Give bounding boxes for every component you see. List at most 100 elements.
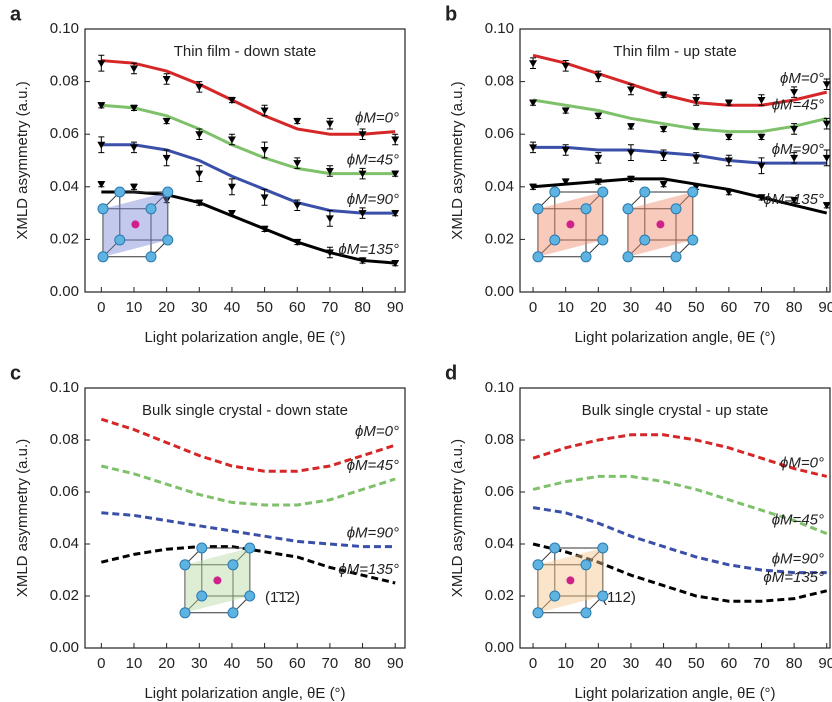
panel-label: a bbox=[10, 3, 22, 25]
x-tick-label: 30 bbox=[191, 655, 208, 672]
data-point bbox=[358, 257, 367, 265]
x-tick-label: 50 bbox=[688, 299, 705, 316]
plane-annotation: (1̄1̄2) bbox=[265, 589, 300, 606]
data-point bbox=[195, 131, 204, 139]
data-point bbox=[97, 60, 106, 68]
data-point bbox=[227, 136, 236, 144]
data-point bbox=[195, 83, 204, 91]
y-tick-label: 0.04 bbox=[50, 535, 79, 552]
data-point bbox=[358, 170, 367, 178]
series-label: ϕM=0° bbox=[780, 454, 824, 471]
data-point bbox=[391, 170, 400, 178]
atom bbox=[532, 251, 544, 263]
atom bbox=[670, 203, 682, 215]
data-point bbox=[391, 260, 400, 268]
x-axis-label: Light polarization angle, θE (°) bbox=[144, 329, 345, 346]
data-point bbox=[561, 178, 570, 186]
atom bbox=[622, 203, 634, 215]
panel-title: Bulk single crystal - down state bbox=[142, 402, 348, 419]
atom-center bbox=[213, 576, 222, 585]
atom bbox=[670, 251, 682, 263]
atom bbox=[179, 607, 191, 619]
x-tick-label: 20 bbox=[590, 299, 607, 316]
x-tick-label: 10 bbox=[557, 655, 574, 672]
x-tick-label: 0 bbox=[529, 299, 537, 316]
x-tick-label: 20 bbox=[158, 655, 175, 672]
series-line bbox=[532, 98, 828, 134]
x-tick-label: 0 bbox=[97, 299, 105, 316]
data-point bbox=[129, 104, 138, 112]
y-tick-label: 0.04 bbox=[50, 178, 79, 195]
data-point bbox=[162, 196, 171, 204]
series-label: ϕM=45° bbox=[347, 152, 399, 169]
x-tick-label: 40 bbox=[655, 655, 672, 672]
y-tick-label: 0.10 bbox=[50, 20, 79, 37]
atom bbox=[597, 590, 609, 602]
data-point bbox=[594, 178, 603, 186]
data-point bbox=[724, 99, 733, 107]
panel-title: Bulk single crystal - up state bbox=[582, 402, 769, 419]
data-point bbox=[325, 120, 334, 128]
data-point bbox=[724, 133, 733, 141]
series-line bbox=[532, 433, 828, 478]
x-tick-label: 40 bbox=[655, 299, 672, 316]
data-point bbox=[325, 249, 334, 257]
y-tick-label: 0.08 bbox=[50, 73, 79, 90]
data-point bbox=[227, 97, 236, 105]
data-point bbox=[626, 123, 635, 131]
series-line bbox=[533, 145, 827, 165]
y-tick-label: 0.06 bbox=[50, 125, 79, 142]
atom bbox=[196, 590, 208, 602]
x-tick-label: 60 bbox=[289, 299, 306, 316]
data-point bbox=[724, 157, 733, 165]
x-tick-label: 20 bbox=[590, 655, 607, 672]
series-label: ϕM=90° bbox=[347, 191, 399, 208]
atom bbox=[162, 234, 174, 246]
atom bbox=[549, 186, 561, 198]
data-point bbox=[757, 194, 766, 202]
data-point bbox=[822, 202, 831, 210]
x-axis-label: Light polarization angle, θE (°) bbox=[574, 685, 775, 702]
data-point bbox=[293, 202, 302, 210]
x-tick-label: 60 bbox=[289, 655, 306, 672]
data-point bbox=[391, 136, 400, 144]
data-point bbox=[790, 125, 799, 133]
data-point bbox=[626, 86, 635, 94]
crystal-inset bbox=[179, 542, 256, 619]
x-tick-label: 10 bbox=[126, 299, 143, 316]
x-tick-label: 60 bbox=[720, 299, 737, 316]
data-point bbox=[325, 168, 334, 176]
data-point bbox=[129, 144, 138, 152]
plot-frame bbox=[84, 387, 406, 649]
atom bbox=[549, 590, 561, 602]
data-point bbox=[822, 120, 831, 128]
y-axis-label: XMLD asymmetry (a.u.) bbox=[14, 81, 31, 239]
y-axis-label: XMLD asymmetry (a.u.) bbox=[14, 439, 31, 597]
crystal-inset bbox=[622, 186, 699, 263]
x-tick-label: 50 bbox=[256, 655, 273, 672]
data-point bbox=[358, 210, 367, 218]
data-point bbox=[822, 81, 831, 89]
x-tick-label: 10 bbox=[557, 299, 574, 316]
atom-center bbox=[566, 576, 575, 585]
data-point bbox=[97, 141, 106, 149]
data-point bbox=[162, 154, 171, 162]
series-label: ϕM=0° bbox=[355, 110, 399, 127]
crystal-inset bbox=[532, 542, 609, 619]
data-point bbox=[757, 162, 766, 170]
x-tick-label: 30 bbox=[623, 299, 640, 316]
x-tick-label: 10 bbox=[126, 655, 143, 672]
data-point bbox=[626, 149, 635, 157]
data-point bbox=[293, 160, 302, 168]
series-line bbox=[532, 506, 827, 575]
x-tick-label: 0 bbox=[529, 655, 537, 672]
series-line bbox=[532, 177, 828, 215]
series-line bbox=[101, 511, 396, 549]
x-tick-label: 70 bbox=[753, 655, 770, 672]
atom bbox=[549, 542, 561, 554]
x-tick-label: 50 bbox=[688, 655, 705, 672]
data-point bbox=[561, 146, 570, 154]
data-point bbox=[757, 97, 766, 105]
panel-label: d bbox=[445, 362, 457, 384]
x-tick-label: 30 bbox=[191, 299, 208, 316]
